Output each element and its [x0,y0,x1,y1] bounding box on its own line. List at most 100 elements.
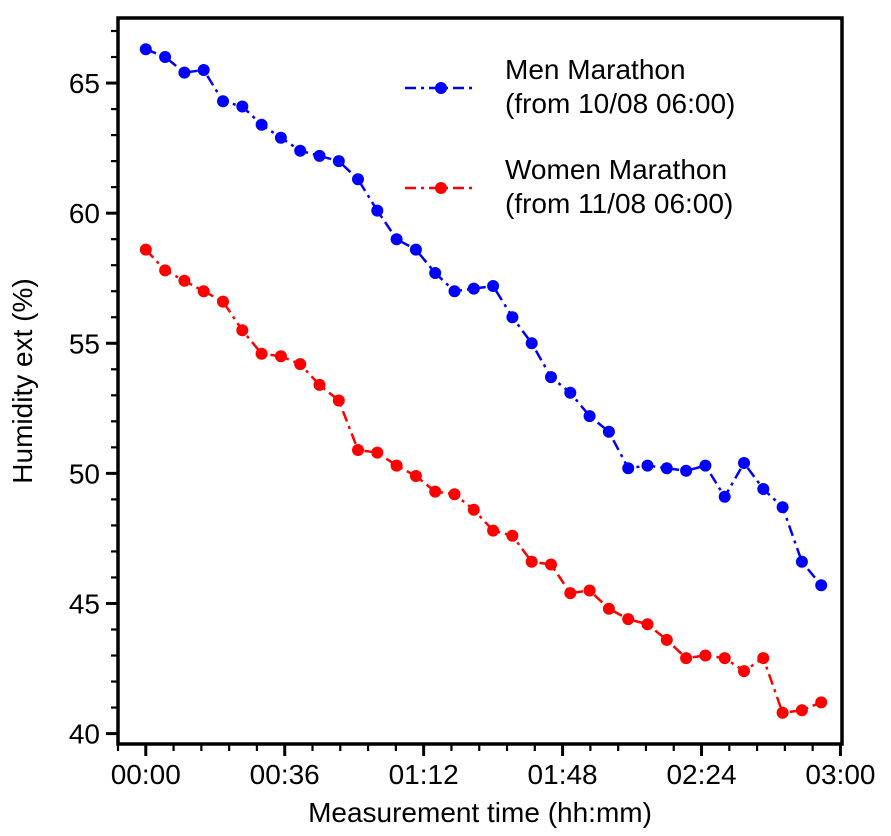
legend-label-men-line1: Men Marathon [505,54,686,85]
series-point-women [197,285,210,298]
series-point-women [660,633,673,646]
series-point-women [622,613,635,626]
series-point-men [371,204,384,217]
legend-label-women-line2: (from 11/08 06:00) [505,188,733,219]
series-point-women [332,394,345,407]
series-point-men [738,457,750,469]
series-point-men [313,149,326,162]
series-point-women [545,558,557,571]
legend-label-men-line2: (from 10/08 06:00) [505,88,735,119]
series-point-women [815,696,828,709]
series-point-women [487,524,500,537]
legend-entry-women: Women Marathon (from 11/08 06:00) [405,154,733,219]
series-point-women [467,503,480,516]
legend-sample-women-marker [435,182,447,194]
series-point-men [564,386,577,399]
series-point-men [139,43,152,56]
series-point-women [448,488,461,501]
series-point-men [718,490,731,503]
x-tick-label: 01:12 [389,759,459,790]
x-tick-label: 00:36 [250,759,320,790]
legend: Men Marathon (from 10/08 06:00) Women Ma… [405,54,735,219]
series-point-women [776,706,789,719]
series-point-women [313,378,326,391]
series-point-men [795,555,808,568]
series-point-men [699,459,712,472]
series-point-men [641,459,654,472]
series-point-men [236,100,249,113]
series-point-men [352,173,364,186]
series-point-men [217,95,229,108]
series-point-women [178,274,191,287]
legend-entry-men: Men Marathon (from 10/08 06:00) [405,54,735,119]
series-point-men [602,425,615,438]
series-point-women [583,584,596,597]
series-point-men [506,311,519,324]
x-axis-ticks: 00:00 00:36 01:12 01:48 02:24 03:00 [111,744,875,790]
plot-frame [116,16,844,746]
series-point-men [159,51,172,63]
series-point-women [371,446,384,459]
series-point-women [525,555,538,568]
x-tick-label: 01:48 [528,759,598,790]
series-point-women [217,295,229,308]
series-point-women [602,602,615,615]
legend-sample-women [405,182,477,194]
y-axis-title: Humidity ext (%) [7,278,38,483]
series-point-women [409,470,422,482]
legend-label-women-line1: Women Marathon [505,154,727,185]
series-point-women [274,350,287,363]
y-tick-label: 40 [69,719,100,750]
x-tick-label: 00:00 [111,759,181,790]
series-point-men [409,243,422,256]
x-tick-label: 03:00 [805,759,875,790]
series-point-men [583,410,596,423]
series-point-women [506,529,519,542]
series-point-men [467,282,480,295]
series-point-men [487,280,500,292]
axes-spines [116,16,844,746]
y-tick-label: 55 [69,328,100,359]
legend-sample-men [405,82,477,94]
x-axis-title: Measurement time (hh:mm) [308,797,652,828]
series-point-men [274,131,287,144]
y-tick-label: 45 [69,588,100,619]
series-point-women [738,665,750,678]
series-point-men [776,501,789,514]
series-point-women [795,704,808,717]
series-line-women [144,248,822,715]
x-tick-label: 02:24 [666,759,736,790]
series-line-men [145,48,823,587]
series-point-men [178,66,191,79]
series-point-women [236,324,249,337]
series-point-men [390,233,403,246]
series-point-men [525,337,538,350]
series-point-women [429,485,442,498]
series-point-women [641,618,654,631]
series-point-men [622,462,635,475]
series-point-men [815,579,828,592]
series-point-men [197,64,210,76]
y-axis-ticks: 40 45 50 55 60 65 [69,29,118,750]
series-point-men [255,118,268,131]
series-point-women [294,358,307,371]
series-point-women [757,652,770,665]
series-point-women [139,243,152,256]
y-tick-label: 60 [69,198,100,229]
series-point-women [390,459,403,472]
series-point-men [757,483,770,495]
series-point-women [564,587,577,600]
series-point-women [159,264,172,277]
series-point-men [680,464,693,477]
series-point-men [429,267,442,279]
data-series [139,43,828,719]
series-point-women [680,652,693,665]
legend-sample-men-marker [435,82,447,94]
series-point-men [332,155,345,168]
series-point-men [294,144,307,157]
y-tick-label: 65 [69,68,100,99]
series-point-women [699,649,712,662]
series-point-men [660,462,673,475]
